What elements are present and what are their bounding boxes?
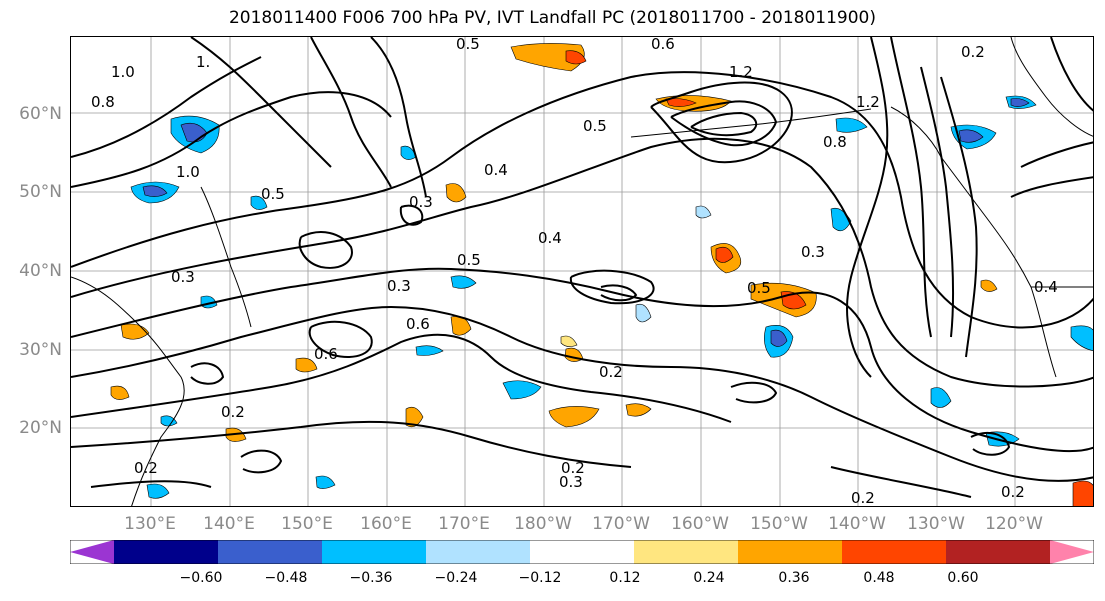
colorbar-tick: −0.36 — [349, 570, 393, 586]
lon-label-150w: 150°W — [750, 514, 808, 534]
contour-label: 0.4 — [1034, 278, 1058, 296]
contour-label: 0.2 — [961, 43, 985, 61]
lon-label-140e: 140°E — [203, 514, 255, 534]
colorbar-segment — [634, 540, 739, 564]
coastlines — [71, 37, 1093, 506]
contour-label: 0.3 — [387, 277, 411, 295]
contour-label: 1.2 — [856, 93, 880, 111]
colorbar-segment — [842, 540, 947, 564]
contour-label: 1. — [196, 53, 210, 71]
colorbar-tick: −0.24 — [434, 570, 478, 586]
contour-label: 0.6 — [406, 315, 430, 333]
contour-label: 1.0 — [111, 63, 135, 81]
pv-contours — [71, 37, 1093, 498]
contour-label: 0.5 — [261, 185, 285, 203]
contour-label: 0.3 — [409, 193, 433, 211]
contour-label: 0.4 — [538, 229, 562, 247]
lon-label-130e: 130°E — [124, 514, 176, 534]
contour-label: 0.2 — [221, 403, 245, 421]
colorbar — [70, 540, 1094, 564]
contour-label: 0.2 — [134, 459, 158, 477]
graticule — [71, 37, 1093, 506]
map-title: 2018011400 F006 700 hPa PV, IVT Landfall… — [228, 8, 876, 28]
contour-label: 0.3 — [171, 268, 195, 286]
lon-label-170e: 170°E — [438, 514, 490, 534]
contour-label: 0.5 — [457, 251, 481, 269]
contour-labels: 1.0 1. 0.8 0.5 1.2 0.5 0.2 0.6 1.2 0.5 1… — [91, 37, 1058, 507]
lon-label-180w: 180°W — [514, 514, 572, 534]
contour-label: 0.2 — [1001, 483, 1025, 501]
lat-label-20n: 20°N — [19, 418, 62, 438]
colorbar-tick: −0.12 — [518, 570, 562, 586]
colorbar-tick: 0.24 — [693, 570, 725, 586]
contour-label: 0.6 — [651, 37, 675, 53]
lat-label-30n: 30°N — [19, 340, 62, 360]
colorbar-extend-max — [1050, 540, 1094, 564]
colorbar-segment — [426, 540, 531, 564]
lat-label-50n: 50°N — [19, 182, 62, 202]
colorbar-tick: 0.60 — [947, 570, 979, 586]
contour-label: 0.5 — [583, 117, 607, 135]
colorbar-tick: 0.12 — [609, 570, 641, 586]
contour-label: 0.8 — [823, 133, 847, 151]
contour-label: 0.3 — [559, 473, 583, 491]
contour-label: 0.6 — [314, 345, 338, 363]
contour-label: 0.2 — [561, 459, 585, 477]
lat-label-60n: 60°N — [19, 104, 62, 124]
lon-label-150e: 150°E — [281, 514, 333, 534]
contour-label: 0.3 — [801, 243, 825, 261]
colorbar-tick: −0.60 — [179, 570, 223, 586]
contour-label: 0.4 — [484, 161, 508, 179]
map-canvas: 1.0 1. 0.8 0.5 1.2 0.5 0.2 0.6 1.2 0.5 1… — [71, 37, 1093, 507]
colorbar-extend-min — [70, 540, 114, 564]
map-panel: 1.0 1. 0.8 0.5 1.2 0.5 0.2 0.6 1.2 0.5 1… — [70, 36, 1094, 507]
colorbar-segment — [218, 540, 323, 564]
contour-label: 1.0 — [176, 163, 200, 181]
contour-label: 0.5 — [456, 37, 480, 53]
lon-label-170w: 170°W — [592, 514, 650, 534]
lon-label-120w: 120°W — [985, 514, 1043, 534]
lon-label-140w: 140°W — [828, 514, 886, 534]
colorbar-tick: 0.48 — [863, 570, 895, 586]
negative-anomaly-fills — [130, 95, 1093, 499]
contour-label: 0.2 — [599, 363, 623, 381]
colorbar-segment — [114, 540, 219, 564]
colorbar-segment — [530, 540, 635, 564]
lon-label-160e: 160°E — [360, 514, 412, 534]
contour-label: 1.2 — [729, 63, 753, 81]
contour-label: 0.5 — [747, 279, 771, 297]
lon-label-130w: 130°W — [907, 514, 965, 534]
colorbar-tick: −0.48 — [264, 570, 308, 586]
contour-label: 0.2 — [851, 489, 875, 507]
colorbar-segment — [322, 540, 427, 564]
lat-label-40n: 40°N — [19, 261, 62, 281]
lon-label-160w: 160°W — [671, 514, 729, 534]
contour-label: 0.8 — [91, 93, 115, 111]
colorbar-tick: 0.36 — [778, 570, 810, 586]
colorbar-segment — [738, 540, 843, 564]
colorbar-segment — [946, 540, 1051, 564]
